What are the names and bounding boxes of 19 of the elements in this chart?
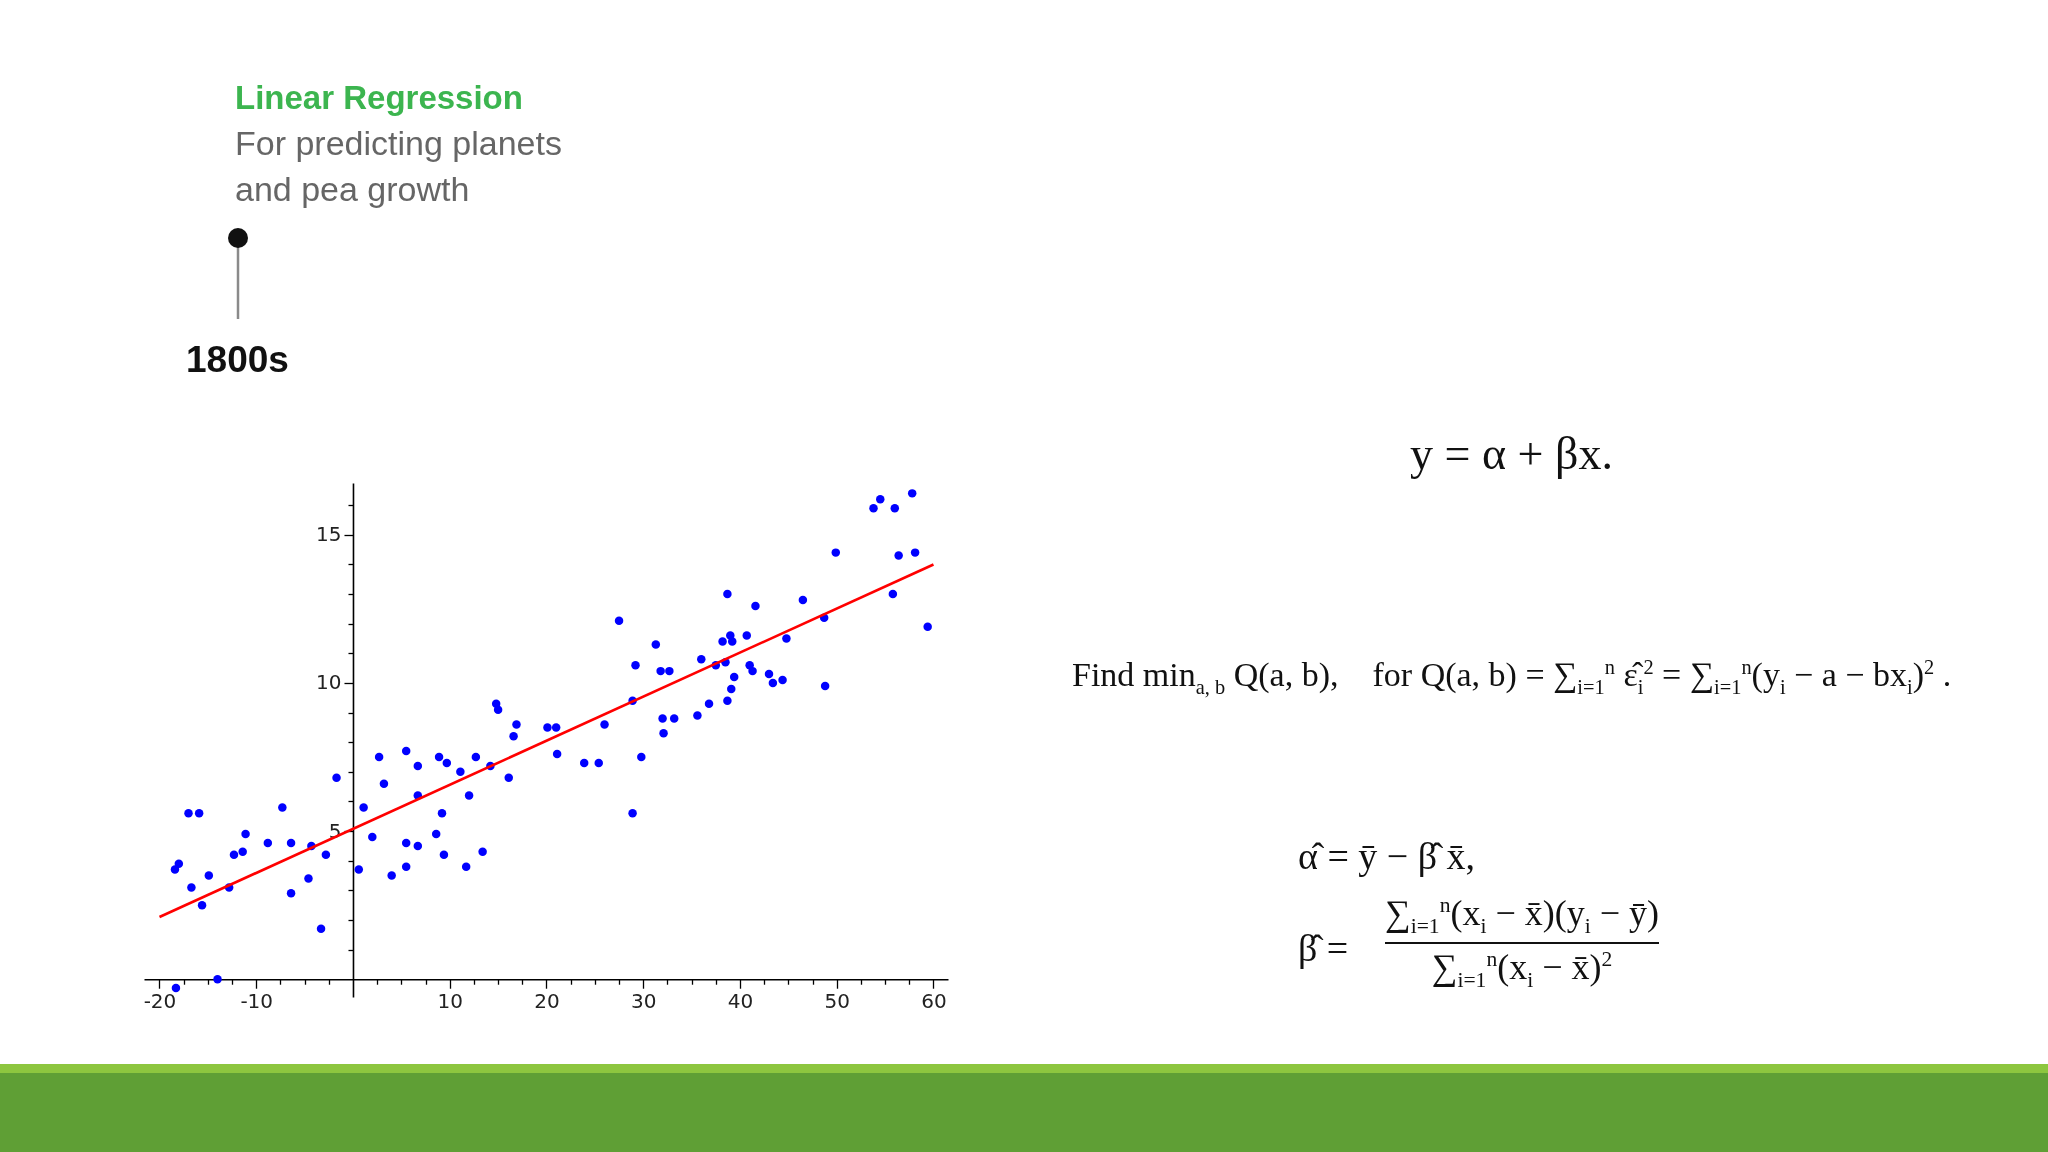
text: ∑$_{i=1}$$^{n}$(x$_{i}$ − x̄)(y$_{i}$ − ȳ): [1385, 892, 1660, 941]
chart-title: Linear Regression: [235, 78, 523, 118]
x-tick-label: 60: [921, 988, 947, 1013]
text: β̂ =: [1298, 926, 1349, 971]
y-tick-label: 15: [316, 522, 342, 547]
x-tick-label: 30: [631, 988, 657, 1013]
x-tick-label: 50: [824, 988, 850, 1013]
text: 1800s: [186, 338, 289, 382]
text: Find min$_{a, b}$ Q(a, b), for Q(a, b) = ∑$_{i=1}$$^{n}$ ε̂$_{i}$$^{2}$ = ∑$_{i=1}$$^{n}$(y$_{i}$ − a − bx$_{i}$)$^{2}$ .: [1072, 656, 1952, 699]
x-tick-label: 40: [727, 988, 754, 1013]
text: α̂ = ȳ − β̂ x̄,: [1298, 834, 1476, 879]
y-tick-label: 10: [316, 670, 342, 695]
chart-subtitle: For predicting planets and pea growth: [235, 123, 563, 210]
x-tick-label: 20: [534, 988, 560, 1013]
text: ∑$_{i=1}$$^{n}$(x$_{i}$ − x̄)$^{2}$: [1431, 946, 1613, 995]
x-tick-label: -10: [240, 988, 274, 1013]
x-tick-label: -20: [143, 988, 177, 1013]
x-tick-label: 10: [437, 988, 463, 1013]
text: y = α + βx.: [1410, 427, 1613, 481]
